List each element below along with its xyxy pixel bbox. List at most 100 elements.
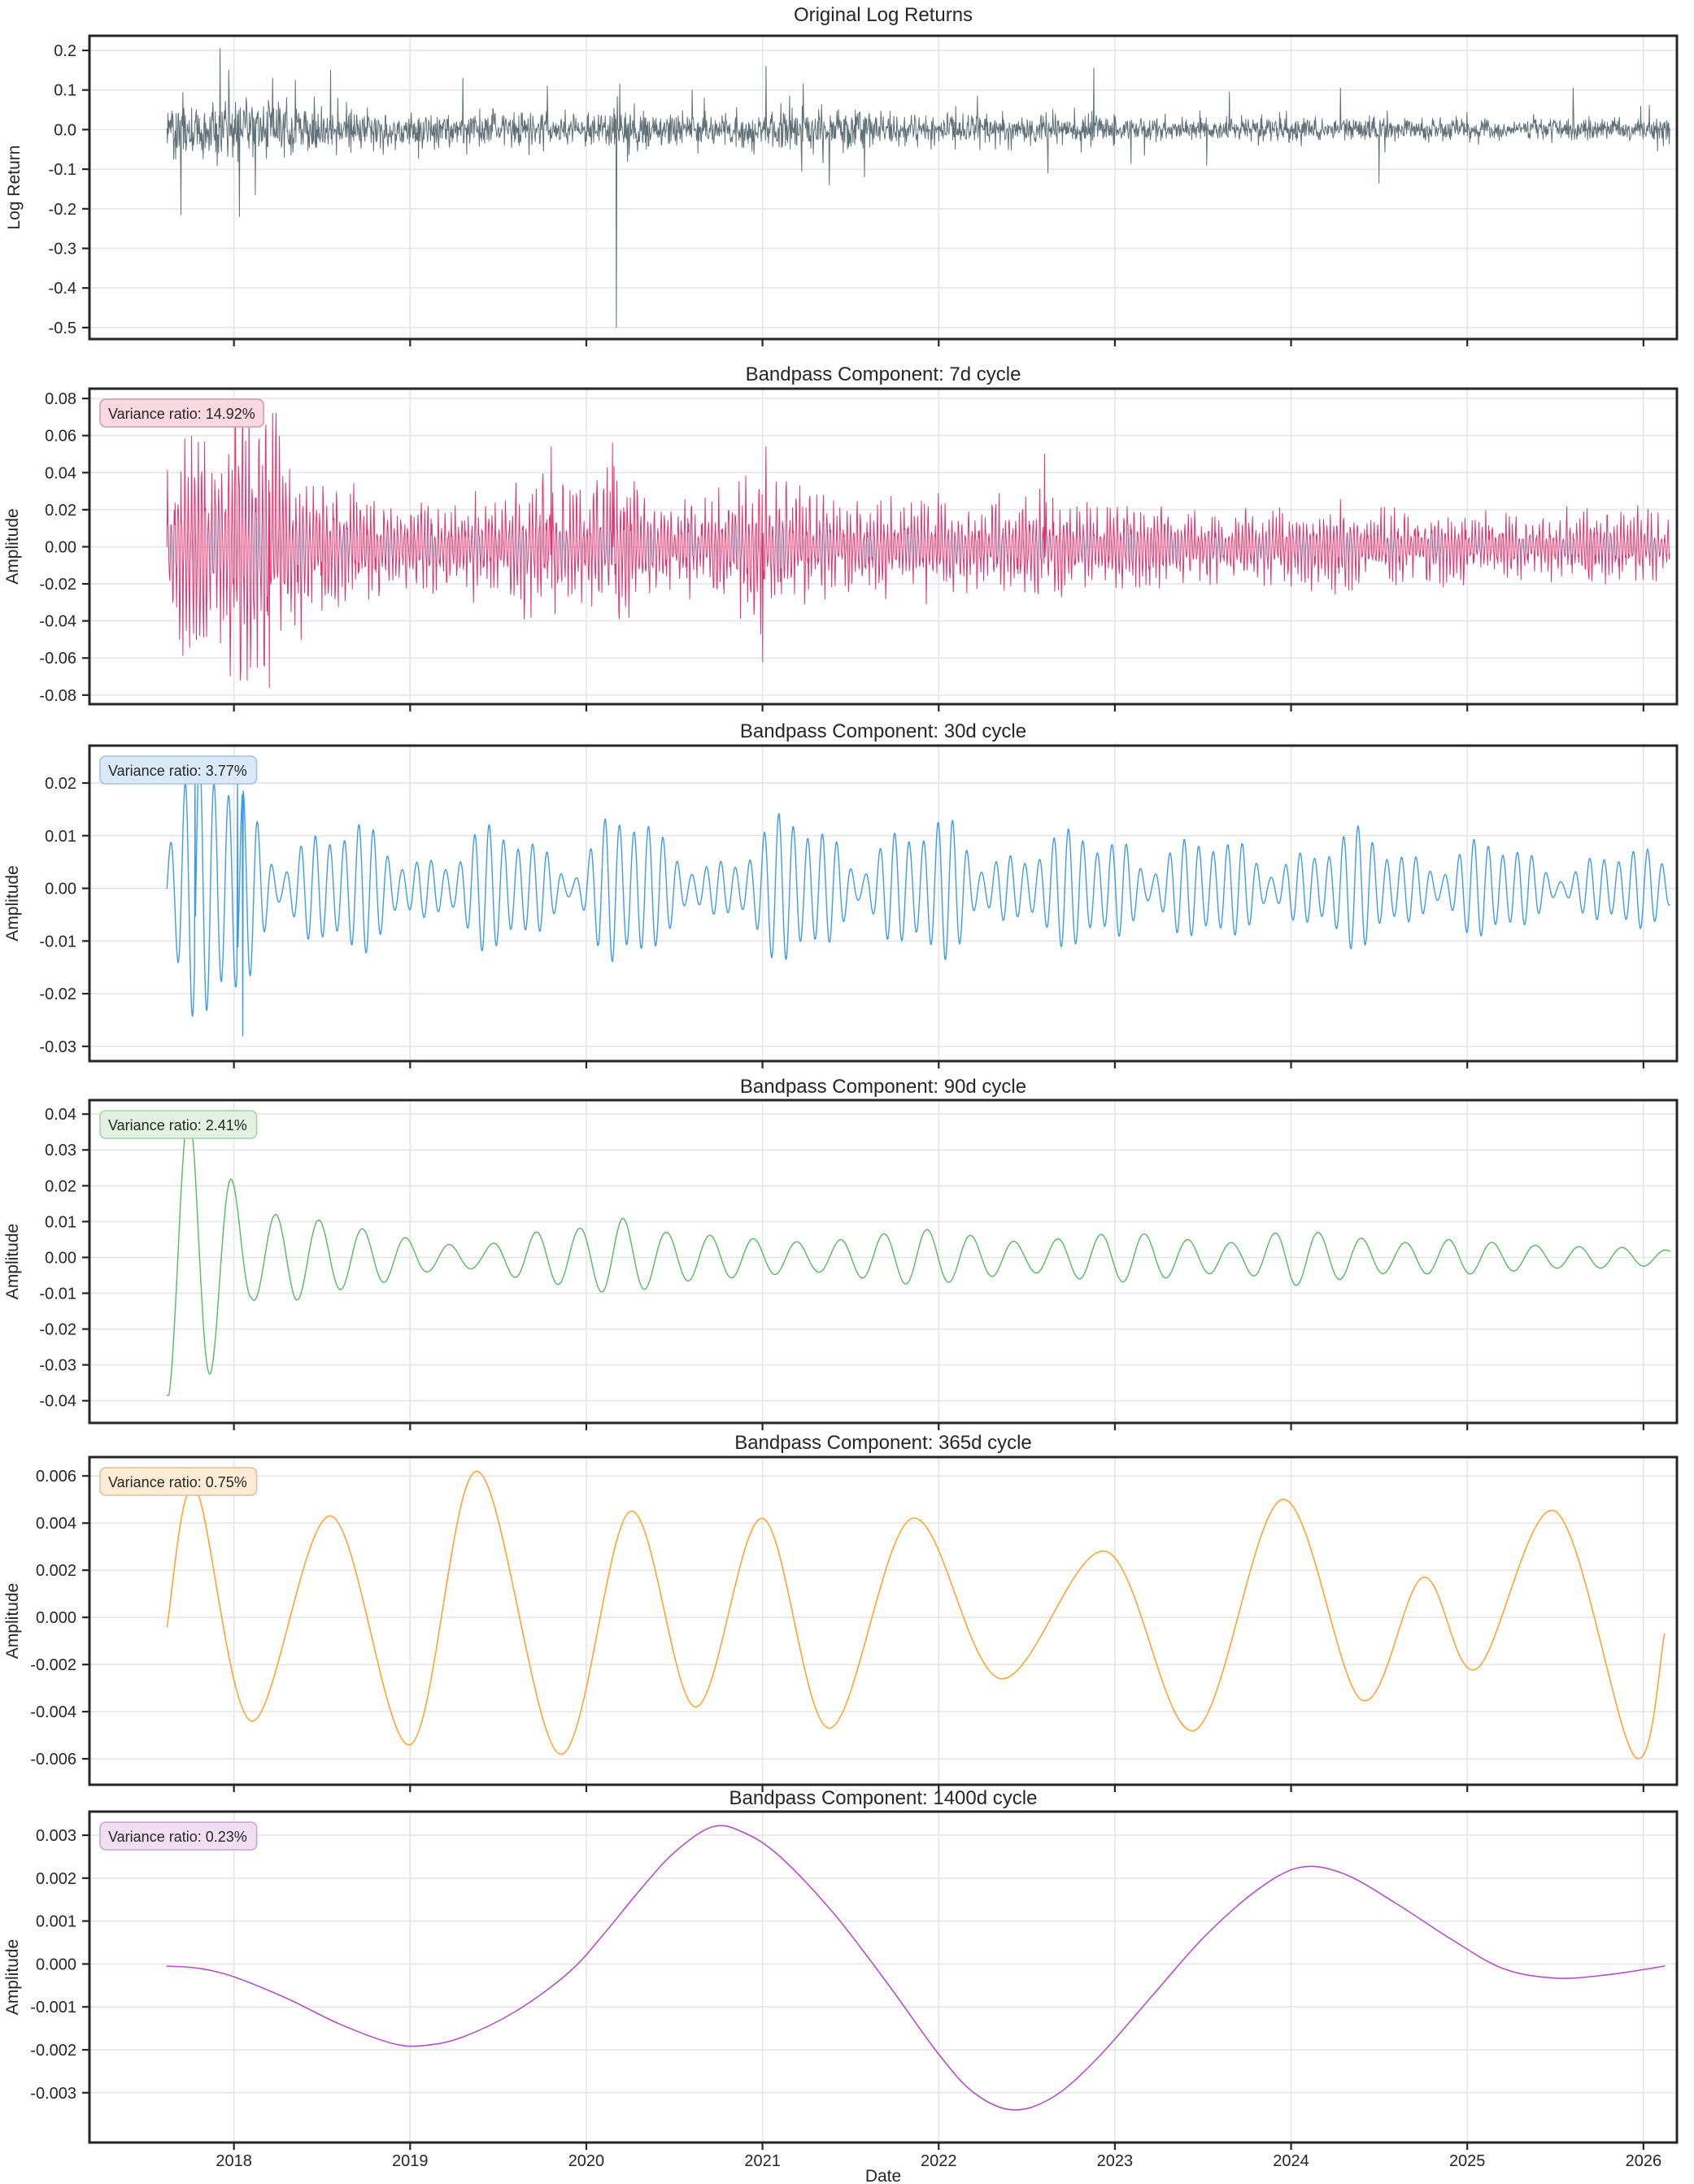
panel-1: 0.2 0.1 0.0 -0.1 -0.2 -0.3 -0.4 -0.5 Original Lo… [5, 4, 1679, 346]
y-tick-label: 0.04 [45, 1106, 76, 1124]
plot-background [89, 1100, 1677, 1423]
panel-title: Bandpass Component: 1400d cycle [729, 1787, 1038, 1809]
y-tick-label: 0.01 [45, 828, 76, 846]
panel-title: Bandpass Component: 7d cycle [746, 363, 1021, 385]
series-line [166, 769, 1670, 1037]
y-tick-label: -0.3 [49, 240, 76, 258]
y-tick-label: -0.01 [39, 933, 76, 951]
series-line [166, 1470, 1666, 1760]
y-tick-label: -0.003 [30, 2085, 76, 2103]
series-line [166, 1113, 1670, 1396]
variance-ratio-text: Variance ratio: 14.92% [108, 406, 255, 422]
plot-border [88, 744, 1679, 1063]
x-tick-label: 2022 [921, 2152, 957, 2170]
y-tick-label: -0.02 [39, 985, 76, 1003]
y-tick-label: 0.002 [36, 1562, 76, 1580]
y-tick-label: 0.00 [45, 538, 76, 556]
y-tick-label: -0.03 [39, 1357, 76, 1375]
x-tick-label: 2024 [1273, 2152, 1309, 2170]
x-tick-label: 2019 [392, 2152, 429, 2170]
panel-2: 0.08 0.06 0.04 0.02 0.00 -0.02 -0.04 -0.06 -0.08… [3, 363, 1679, 711]
y-tick-label: -0.2 [49, 201, 76, 219]
y-axis-label: Amplitude [3, 508, 22, 584]
x-axis-label: Date [865, 2167, 901, 2184]
y-tick-label: 0.02 [45, 502, 76, 520]
y-tick-label: -0.01 [39, 1285, 76, 1303]
panel-title: Bandpass Component: 90d cycle [740, 1076, 1026, 1098]
panel-4: 0.04 0.03 0.02 0.01 0.00 -0.01 -0.02 -0.03 -0.04… [3, 1076, 1679, 1430]
plot-background [89, 1457, 1677, 1785]
panel-6: 0.003 0.002 0.001 0.000 -0.001 -0.002 -0.003 Ba… [3, 1787, 1679, 2184]
y-tick-label: 0.1 [54, 82, 76, 100]
panel-title: Original Log Returns [794, 4, 973, 26]
variance-ratio-badge [99, 755, 258, 785]
y-tick-label: 0.00 [45, 1249, 76, 1267]
y-tick-label: -0.02 [39, 576, 76, 594]
x-tick-label: 2018 [216, 2152, 252, 2170]
x-tick-label: 2020 [568, 2152, 605, 2170]
plot-background [89, 36, 1677, 339]
x-tick-label: 2025 [1449, 2152, 1486, 2170]
y-tick-label: -0.001 [30, 1999, 76, 2017]
y-tick-label: 0.03 [45, 1142, 76, 1159]
y-tick-label: 0.000 [36, 1956, 76, 1973]
variance-ratio-badge [99, 1821, 258, 1851]
y-tick-label: 0.003 [36, 1827, 76, 1845]
y-tick-label: -0.002 [30, 1656, 76, 1674]
panel-3: 0.02 0.01 0.00 -0.01 -0.02 -0.03 Bandpass Comp… [3, 720, 1679, 1068]
plot-border [88, 1099, 1679, 1425]
y-tick-label: -0.03 [39, 1038, 76, 1056]
y-tick-label: -0.4 [49, 280, 76, 298]
variance-ratio-badge [99, 1110, 258, 1139]
variance-ratio-text: Variance ratio: 0.23% [108, 1829, 247, 1845]
y-tick-label: -0.02 [39, 1321, 76, 1339]
y-tick-label: 0.02 [45, 775, 76, 793]
plot-background [89, 746, 1677, 1061]
y-tick-label: -0.004 [30, 1703, 76, 1721]
y-axis-label: Amplitude [3, 1939, 22, 2015]
y-tick-label: -0.04 [39, 1393, 76, 1411]
y-tick-label: 0.06 [45, 428, 76, 446]
y-tick-label: 0.004 [36, 1515, 76, 1533]
series-line [166, 1825, 1666, 2111]
y-axis-label: Amplitude [3, 1583, 22, 1659]
y-axis-label: Amplitude [3, 1224, 22, 1299]
y-tick-label: 0.08 [45, 390, 76, 408]
variance-ratio-badge [99, 398, 264, 428]
variance-ratio-text: Variance ratio: 0.75% [108, 1474, 247, 1490]
variance-ratio-badge [99, 1467, 258, 1496]
y-tick-label: -0.06 [39, 650, 76, 668]
y-axis-label: Log Return [5, 146, 24, 230]
y-tick-label: 0.006 [36, 1468, 76, 1486]
y-tick-label: 0.001 [36, 1913, 76, 1931]
y-tick-label: 0.000 [36, 1609, 76, 1627]
y-tick-label: -0.006 [30, 1751, 76, 1769]
plot-border [88, 1455, 1679, 1786]
y-tick-label: 0.2 [54, 42, 76, 60]
y-tick-label: -0.5 [49, 320, 76, 337]
panel-title: Bandpass Component: 365d cycle [734, 1432, 1032, 1454]
y-tick-label: -0.04 [39, 613, 76, 631]
x-tick-label: 2026 [1626, 2152, 1662, 2170]
series-line [166, 412, 1670, 689]
plot-border [88, 34, 1679, 341]
y-tick-label: 0.002 [36, 1870, 76, 1888]
series-line [166, 48, 1670, 328]
y-tick-label: 0.04 [45, 464, 76, 482]
panel-5: 0.006 0.004 0.002 0.000 -0.002 -0.004 -0.006 Ba… [3, 1432, 1679, 1792]
x-tick-label: 2021 [744, 2152, 781, 2170]
y-tick-label: 0.02 [45, 1177, 76, 1195]
y-tick-label: 0.01 [45, 1213, 76, 1231]
y-tick-label: -0.002 [30, 2042, 76, 2060]
plot-border [88, 1810, 1679, 2144]
variance-ratio-text: Variance ratio: 3.77% [108, 763, 247, 779]
variance-ratio-text: Variance ratio: 2.41% [108, 1117, 247, 1133]
y-tick-label: 0.00 [45, 881, 76, 898]
y-tick-label: 0.0 [54, 121, 76, 139]
y-axis-label: Amplitude [3, 865, 22, 941]
panel-title: Bandpass Component: 30d cycle [740, 720, 1026, 742]
x-tick-label: 2023 [1097, 2152, 1134, 2170]
y-tick-label: -0.08 [39, 687, 76, 705]
